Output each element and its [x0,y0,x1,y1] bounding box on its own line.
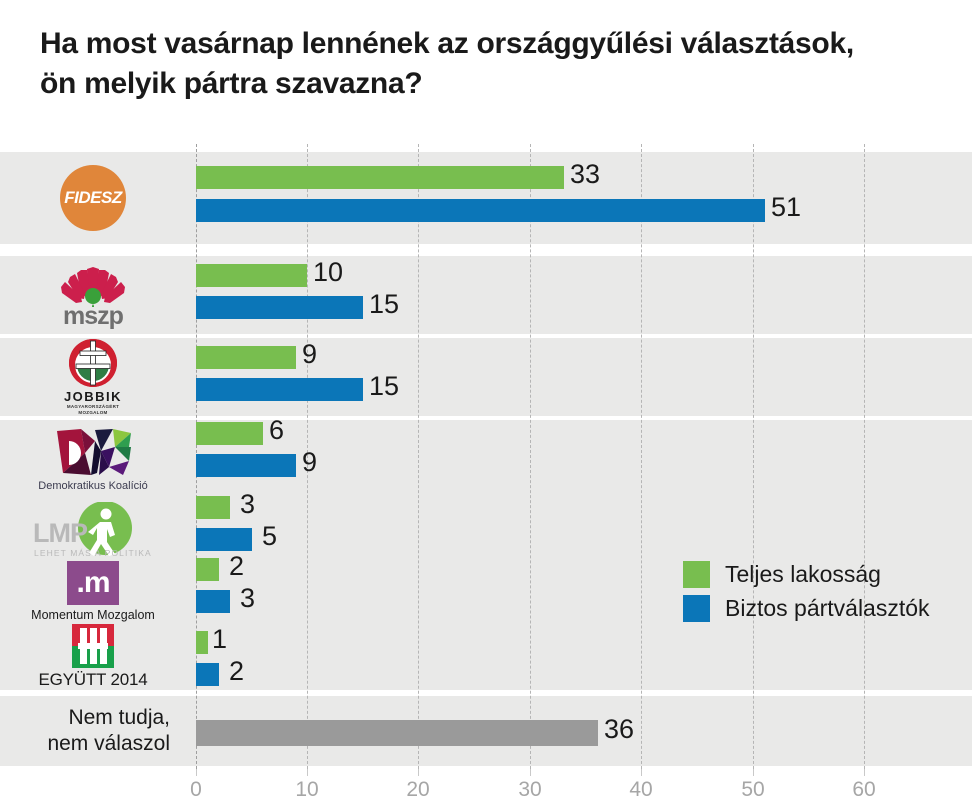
bar-lmp-total [196,496,230,519]
bar-value-nemtudja: 36 [604,714,635,744]
bar-value-jobbik-total: 9 [302,339,318,369]
x-tick-label-10: 10 [295,778,319,801]
legend-label-biztos-partvalasztok: Biztos pártválasztók [725,594,930,621]
mszp-logo-label: mszp [63,302,124,330]
mszp-flower-icon [61,267,125,307]
bar-egyutt-total [196,631,208,654]
x-tick-mark-50 [753,769,754,776]
nemtudja-label-line-2: nem válaszol [47,732,170,755]
nemtudja-label-line-1: Nem tudja, [68,706,170,729]
blue-square-swatch-icon [683,594,710,622]
bar-jobbik-total [196,346,296,369]
nemtudja-label: Nem tudja, nem válaszol [0,696,170,766]
bar-fidesz-certain [196,199,765,222]
row-band-mszp [0,256,972,334]
bar-mszp-certain [196,296,363,319]
x-tick-mark-40 [641,769,642,776]
dk-monogram-icon [57,428,131,475]
bar-value-fidesz-certain: 51 [771,192,802,222]
bar-dk-certain [196,454,296,477]
x-tick-label-60: 60 [852,778,876,801]
page-title-line-2: ön melyik pártra szavazna? [40,67,423,100]
x-tick-label-50: 50 [741,778,765,801]
page-title-line-1: Ha most vasárnap lennének az országgyűlé… [40,27,854,60]
bar-value-dk-total: 6 [269,415,285,445]
legend-label-teljes-lakossag: Teljes lakosság [725,560,881,587]
jobbik-logo-subtitle-2: MOZGALOM [78,410,108,415]
party-logo-jobbik: JOBBIK MAGYARORSZÁGÉRT MOZGALOM [0,338,186,416]
bar-nemtudja [196,720,598,746]
momentum-logo-glyph: .m [76,565,110,599]
green-square-swatch-icon [683,560,710,588]
party-logo-fidesz: FIDESZ [0,152,186,244]
party-logo-mszp: mszp [0,256,186,334]
row-band-jobbik [0,338,972,416]
dk-logo-caption: Demokratikus Koalíció [38,479,148,492]
legend-item-teljes-lakossag: Teljes lakosság [683,557,930,591]
bar-fidesz-total [196,166,564,189]
bar-value-momentum-total: 2 [229,551,245,581]
bar-value-lmp-total: 3 [240,489,256,519]
legend-item-biztos-partvalasztok: Biztos pártválasztók [683,591,930,625]
bar-lmp-certain [196,528,252,551]
jobbik-crest-icon [69,339,117,387]
bar-value-mszp-total: 10 [313,257,344,287]
bar-value-lmp-certain: 5 [262,521,278,551]
chart-legend: Teljes lakosság Biztos pártválasztók [683,557,930,625]
plot-area: FIDESZ ms [0,144,972,769]
x-axis: 0 10 20 30 40 50 60 [0,769,972,809]
bar-dk-total [196,422,263,445]
lmp-logo-subtitle: LEHET MÁS A POLITIKA [34,548,152,558]
page-title: Ha most vasárnap lennének az országgyűlé… [40,24,940,104]
x-tick-label-0: 0 [190,778,202,801]
bar-value-egyutt-certain: 2 [229,656,245,686]
bar-momentum-total [196,558,219,581]
egyutt-logo-icon [71,624,114,668]
row-band-dk [0,420,972,498]
bar-momentum-certain [196,590,230,613]
bar-value-fidesz-total: 33 [570,159,601,189]
bar-value-dk-certain: 9 [302,447,318,477]
row-band-momentum [0,552,972,630]
x-tick-mark-30 [530,769,531,776]
bar-value-mszp-certain: 15 [369,289,400,319]
row-band-egyutt [0,624,972,690]
x-tick-mark-60 [864,769,865,776]
party-logo-egyutt: EGYÜTT 2014 [0,624,186,690]
fidesz-logo-icon: FIDESZ [60,165,126,231]
lmp-walking-figure-icon [78,502,132,556]
bar-egyutt-certain [196,663,219,686]
x-tick-label-30: 30 [518,778,542,801]
x-tick-label-40: 40 [629,778,653,801]
x-tick-mark-10 [307,769,308,776]
momentum-logo-caption: Momentum Mozgalom [31,607,155,622]
momentum-logo-icon: .m [67,560,119,605]
jobbik-logo-subtitle-1: MAGYARORSZÁGÉRT [66,404,120,409]
party-logo-momentum: .m Momentum Mozgalom [0,552,186,630]
fidesz-logo-label: FIDESZ [64,188,122,207]
party-logo-dk: Demokratikus Koalíció [0,420,186,498]
bar-value-momentum-certain: 3 [240,583,256,613]
bar-value-jobbik-certain: 15 [369,371,400,401]
party-logo-lmp: LMP LEHET MÁS A POLITIKA [0,492,186,570]
bar-value-egyutt-total: 1 [212,624,228,654]
x-tick-mark-20 [418,769,419,776]
x-tick-label-20: 20 [406,778,430,801]
bar-jobbik-certain [196,378,363,401]
lmp-logo-label: LMP [33,518,88,548]
bar-chart: FIDESZ ms [0,144,972,809]
bar-mszp-total [196,264,307,287]
x-tick-mark-0 [196,769,197,776]
jobbik-logo-label: JOBBIK [63,389,123,404]
egyutt-logo-caption: EGYÜTT 2014 [38,670,148,689]
